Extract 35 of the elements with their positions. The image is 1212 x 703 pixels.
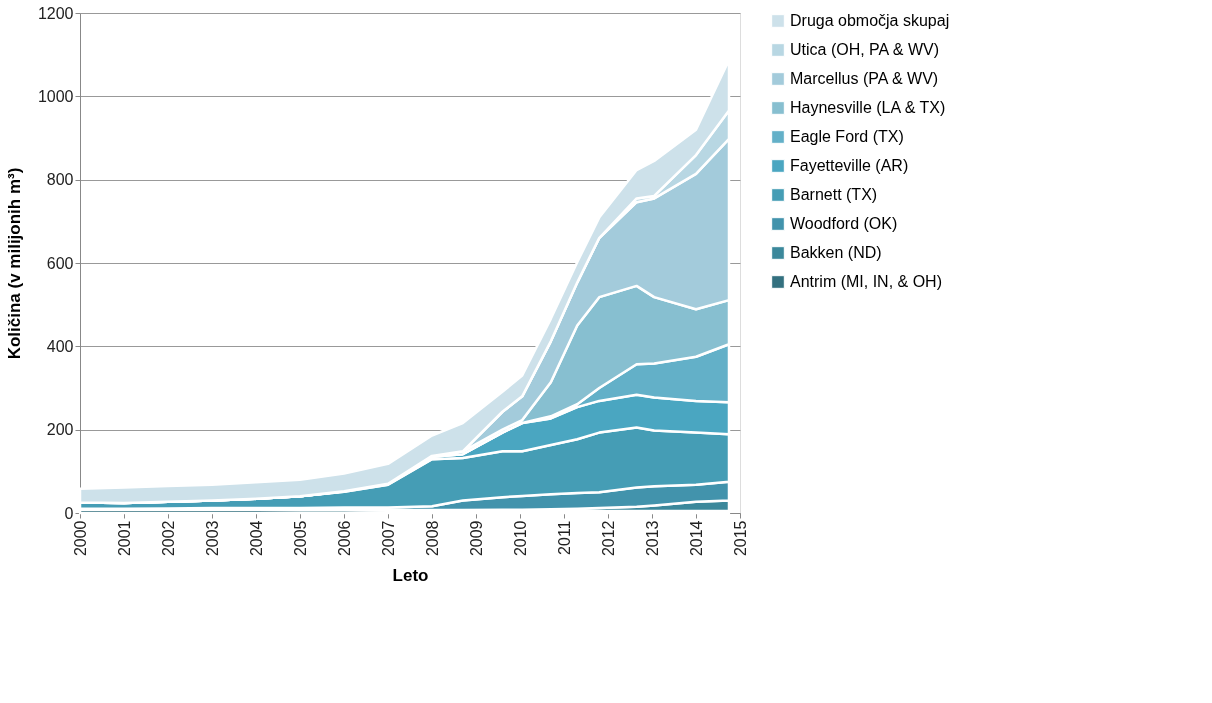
y-tick-label: 200 bbox=[46, 421, 74, 439]
y-tick-label: 400 bbox=[46, 337, 74, 355]
x-tick-label: 2004 bbox=[247, 520, 265, 557]
legend-label: Woodford (OK) bbox=[790, 215, 898, 232]
x-tick-label: 2014 bbox=[687, 520, 705, 557]
y-tick-label: 1000 bbox=[37, 87, 74, 105]
x-tick-label: 2008 bbox=[423, 520, 441, 557]
x-tick-label: 2005 bbox=[291, 520, 309, 557]
x-tick-label: 2010 bbox=[511, 520, 529, 557]
x-tick-label: 2011 bbox=[555, 520, 573, 555]
y-tick-label: 0 bbox=[64, 504, 74, 522]
y-tick-label: 600 bbox=[46, 254, 74, 272]
legend-label: Fayetteville (AR) bbox=[790, 157, 909, 174]
x-tick-label: 2009 bbox=[467, 520, 485, 557]
legend-label: Marcellus (PA & WV) bbox=[790, 70, 939, 87]
x-tick-label: 2012 bbox=[599, 520, 617, 557]
x-axis-title: Leto bbox=[392, 566, 429, 586]
x-tick-label: 2000 bbox=[71, 520, 89, 557]
legend-label: Utica (OH, PA & WV) bbox=[790, 41, 940, 58]
legend-label: Bakken (ND) bbox=[790, 244, 882, 261]
x-tick-label: 2006 bbox=[335, 520, 353, 557]
legend-label: Barnett (TX) bbox=[790, 186, 878, 203]
x-tick-label: 2002 bbox=[159, 520, 177, 557]
y-tick-label: 1200 bbox=[37, 4, 74, 22]
legend-label: Haynesville (LA & TX) bbox=[790, 99, 946, 116]
y-axis-title: Količina (v milijonih m³) bbox=[4, 167, 24, 360]
x-tick-label: 2015 bbox=[731, 520, 749, 557]
y-tick-label: 800 bbox=[46, 171, 74, 189]
legend-label: Eagle Ford (TX) bbox=[790, 128, 904, 145]
x-tick-label: 2007 bbox=[379, 520, 397, 557]
x-tick-label: 2013 bbox=[643, 520, 661, 557]
x-tick-label: 2001 bbox=[115, 520, 133, 557]
x-tick-label: 2003 bbox=[203, 520, 221, 557]
legend-label: Antrim (MI, IN, & OH) bbox=[790, 273, 942, 290]
legend-label: Druga območja skupaj bbox=[790, 12, 950, 29]
